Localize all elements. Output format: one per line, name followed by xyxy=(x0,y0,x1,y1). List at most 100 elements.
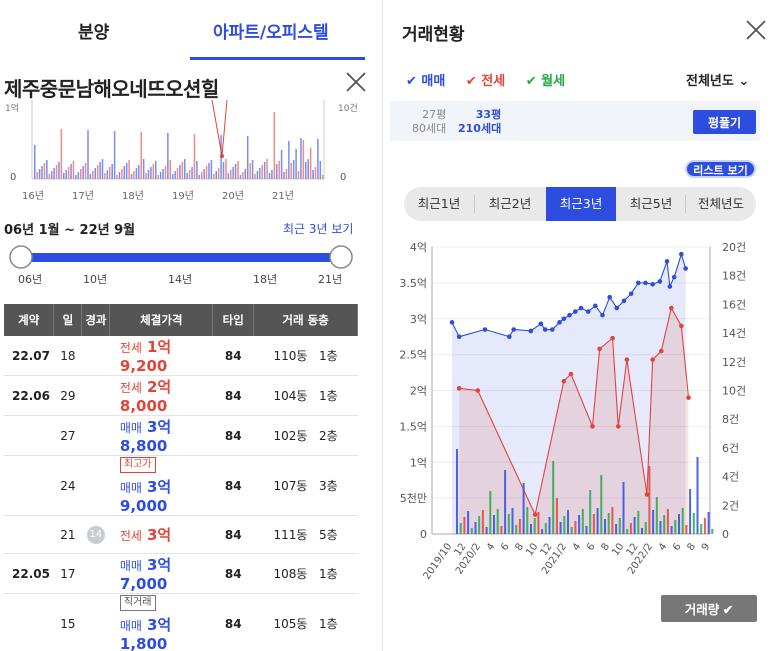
mini-bar xyxy=(79,169,82,179)
series-point-0 xyxy=(593,303,598,309)
tab-1y[interactable]: 최근1년 xyxy=(417,196,461,211)
table-row[interactable]: 15 직거래 매매 3억 1,800 84 105동 1층 xyxy=(4,593,358,651)
left-panel: 분양 아파트/오피스텔 제주중문남해오네뜨오션힐 1억 10건 0 0 16년 … xyxy=(0,0,383,651)
mini-bar xyxy=(213,174,215,179)
y-right-tick: 14건 xyxy=(722,327,746,340)
tab-2y[interactable]: 최근2년 xyxy=(488,196,532,211)
series-point-0 xyxy=(621,298,627,304)
tab-all[interactable]: 전체년도 xyxy=(697,196,744,211)
tab-apartment-officetel[interactable]: 아파트/오피스텔 xyxy=(213,23,329,43)
contract-day: 21 xyxy=(53,515,82,554)
year-select[interactable]: 전체년도 ⌄ xyxy=(686,70,749,89)
x-tick: 4 xyxy=(571,541,584,553)
dong: 110동 xyxy=(273,349,308,363)
pyeong-expand-button[interactable]: 평풀기 xyxy=(693,110,756,134)
close-icon[interactable] xyxy=(744,18,768,42)
filter-wolse[interactable]: ✔ 월세 xyxy=(525,74,566,89)
volume-bar xyxy=(511,508,514,534)
table-row[interactable]: 24 최고가 매매 3억 9,000 84 107동 3층 xyxy=(4,455,358,516)
volume-bar xyxy=(459,523,462,534)
list-view-button[interactable]: 리스트 보기 xyxy=(685,160,756,178)
volume-bar xyxy=(666,509,669,534)
tab-presale[interactable]: 분양 xyxy=(78,23,110,43)
dong-floor: 102동 2층 xyxy=(253,415,358,456)
series-point-1 xyxy=(597,346,602,352)
trade-price: 1억 9,200 xyxy=(119,338,172,375)
mini-bar xyxy=(60,129,63,179)
y-left-tick: 3.5억 xyxy=(399,277,427,290)
mini-bar xyxy=(271,170,273,179)
mini-bar xyxy=(249,163,251,179)
volume-bar xyxy=(544,523,547,534)
size-option-b[interactable]: 33평 210세대 xyxy=(458,108,501,136)
pyeong-b: 33평 xyxy=(475,108,502,121)
dong-floor: 111동 5층 xyxy=(253,515,358,554)
table-row[interactable]: 21 14 전세 3억 84 111동 5층 xyxy=(4,515,358,554)
size-option-a[interactable]: 27평 80세대 xyxy=(412,108,446,136)
volume-bar xyxy=(700,524,703,534)
y-left-tick: 2.5억 xyxy=(399,349,427,362)
tab-5y[interactable]: 최근5년 xyxy=(629,196,673,211)
mini-bar xyxy=(101,159,104,179)
tab-divider xyxy=(474,195,475,213)
mini-bar xyxy=(200,172,203,179)
mini-bar xyxy=(171,174,174,179)
y-right-tick: 20건 xyxy=(722,241,746,254)
mini-x-tick: 16년 xyxy=(22,190,44,202)
volume-bar xyxy=(578,515,581,534)
range-handle-end[interactable] xyxy=(329,245,353,269)
volume-bar xyxy=(585,526,588,534)
volume-bar xyxy=(692,513,695,534)
mini-bar xyxy=(256,171,259,179)
table-row[interactable]: 22.05 17 매매 3억 7,000 84 108동 1층 xyxy=(4,553,358,594)
mini-bar xyxy=(164,166,167,179)
recent-3y-link[interactable]: 최근 3년 보기 xyxy=(283,222,354,236)
range-handle-start[interactable] xyxy=(9,245,33,269)
series-point-1 xyxy=(644,492,650,497)
col-price: 체결가격 xyxy=(109,304,214,336)
trade-type: 매매 xyxy=(119,619,142,633)
mini-bar xyxy=(278,161,280,179)
mini-bar xyxy=(84,163,87,179)
series-point-0 xyxy=(614,305,620,311)
volume-toggle-button[interactable]: 거래량 ✔ xyxy=(661,595,757,622)
volume-bar xyxy=(659,521,662,534)
mini-bar xyxy=(208,163,210,179)
col-elapsed: 경과 xyxy=(81,304,111,336)
x-tick: 4 xyxy=(485,541,498,553)
mini-bar xyxy=(89,174,92,179)
volume-bar xyxy=(563,516,566,534)
price-cell: 전세 2억 8,000 xyxy=(109,375,213,416)
volume-bar xyxy=(570,527,573,534)
close-icon[interactable] xyxy=(344,70,368,94)
mini-bar xyxy=(263,162,266,179)
y-left-tick: 1억 xyxy=(410,456,427,469)
tab-divider xyxy=(685,195,686,213)
table-row[interactable]: 27 매매 3억 8,800 84 102동 2층 xyxy=(4,415,358,456)
mini-bar xyxy=(104,173,106,179)
series-point-0 xyxy=(650,282,655,287)
y-left-tick: 1.5억 xyxy=(399,420,427,433)
mini-bar xyxy=(162,169,164,179)
price-cell: 직거래 매매 3억 1,800 xyxy=(109,593,213,651)
tab-3y[interactable]: 최근3년 xyxy=(546,187,616,221)
table-header-row: 계약 일 경과 체결가격 타입 거래 동층 xyxy=(4,304,358,336)
filter-maemae[interactable]: ✔ 매매 xyxy=(406,74,446,89)
size-row[interactable]: 27평 80세대 33평 210세대 xyxy=(390,101,760,141)
mini-bar xyxy=(53,168,55,179)
floor: 5층 xyxy=(318,528,338,542)
mini-bar xyxy=(157,175,159,179)
range-slider[interactable]: 06년 10년 14년 18년 21년 xyxy=(0,242,383,288)
mini-bar xyxy=(174,171,176,179)
elapsed-badge: 14 xyxy=(86,525,105,544)
elapsed-cell xyxy=(81,455,110,516)
volume-bar xyxy=(552,461,555,534)
filter-jeonse[interactable]: ✔ 전세 xyxy=(465,74,506,89)
table-row[interactable]: 22.06 29 전세 2억 8,000 84 104동 1층 xyxy=(4,375,358,416)
dong: 108동 xyxy=(273,567,308,581)
series-line-1 xyxy=(459,306,690,517)
mini-bar xyxy=(309,148,312,179)
x-tick: 8 xyxy=(513,541,526,553)
table-row[interactable]: 22.07 18 전세 1억 9,200 84 110동 1층 xyxy=(4,336,358,376)
floor: 1층 xyxy=(318,567,338,581)
